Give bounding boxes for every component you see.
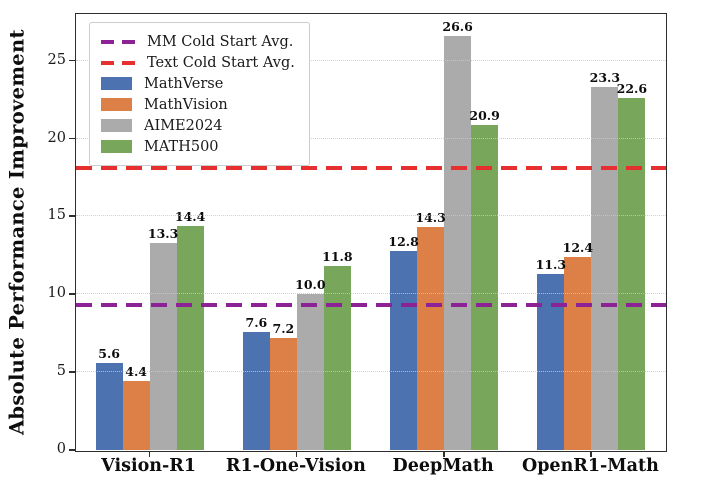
bar-value-label: 13.3: [147, 225, 179, 241]
bar-mathvision-deepmath: [417, 227, 445, 450]
bar-mathverse-openr1-math: [537, 274, 565, 450]
legend: MM Cold Start Avg. Text Cold Start Avg. Ma…: [89, 22, 310, 166]
plot-area: MM Cold Start Avg. Text Cold Start Avg. Ma…: [75, 13, 667, 452]
bar-value-label: 12.8: [388, 233, 419, 249]
y-tick-label: 5: [56, 363, 66, 380]
y-axis-label: Absolute Performance Improvement: [5, 29, 29, 436]
bar-value-label: 11.3: [535, 257, 567, 273]
legend-swatch-icon: [101, 140, 132, 153]
gridline-y-10: [76, 293, 666, 295]
gridline-y-15: [76, 215, 666, 217]
legend-label: MATH500: [144, 138, 219, 155]
y-tick-mark: [69, 137, 75, 140]
x-tick-mark: [590, 452, 592, 457]
bar-math500-deepmath: [471, 124, 499, 450]
legend-label: MathVerse: [144, 75, 224, 92]
bar-mathvision-r1-one-vision: [269, 337, 297, 450]
y-tick-label: 25: [47, 51, 66, 68]
bar-mathverse-vision-r1: [95, 362, 123, 450]
bar-mathvision-vision-r1: [122, 381, 150, 450]
legend-label: MathVision: [144, 96, 228, 113]
x-tick-mark: [443, 452, 445, 457]
bar-value-label: 7.6: [245, 314, 268, 330]
bar-aime2024-vision-r1: [149, 242, 177, 450]
legend-label: MM Cold Start Avg.: [147, 33, 294, 50]
y-tick-mark: [69, 215, 75, 218]
bar-value-label: 5.6: [98, 345, 120, 361]
y-tick-mark: [69, 449, 75, 451]
y-tick-mark: [69, 293, 75, 295]
x-tick-label-openr1-math: OpenR1-Math: [521, 456, 659, 476]
bar-value-label: 26.6: [442, 18, 473, 34]
bar-value-label: 12.4: [562, 239, 594, 255]
y-tick-label: 0: [56, 441, 66, 457]
legend-label: Text Cold Start Avg.: [147, 54, 295, 71]
legend-swatch-icon: [101, 119, 132, 132]
bar-value-label: 23.3: [589, 70, 621, 86]
reference-line-text-cold-start-avg: [76, 166, 666, 171]
x-tick-mark: [295, 452, 298, 457]
y-tick-label: 15: [47, 207, 66, 224]
legend-swatch-icon: [101, 77, 132, 90]
bar-value-label: 22.6: [616, 81, 648, 97]
legend-item-text-cold-start-avg: Text Cold Start Avg.: [101, 52, 295, 73]
bar-aime2024-openr1-math: [591, 87, 619, 450]
legend-item-mathvision: MathVision: [101, 94, 295, 115]
bar-value-label: 14.3: [415, 210, 446, 226]
bar-mathvision-openr1-math: [564, 256, 592, 450]
legend-item-mathverse: MathVerse: [101, 73, 295, 94]
bar-math500-vision-r1: [176, 225, 204, 450]
legend-dash-icon: [101, 39, 135, 44]
legend-item-mm-cold-start-avg: MM Cold Start Avg.: [101, 31, 295, 52]
legend-label: AIME2024: [144, 117, 223, 134]
bar-math500-openr1-math: [618, 98, 646, 450]
legend-item-aime2024: AIME2024: [101, 115, 295, 136]
legend-item-math500: MATH500: [101, 136, 295, 157]
x-tick-mark: [148, 452, 151, 457]
x-tick-label-r1-one-vision: R1-One-Vision: [225, 456, 366, 476]
bar-value-label: 11.8: [322, 249, 353, 265]
bar-mathverse-deepmath: [390, 250, 418, 450]
y-tick-label: 20: [47, 129, 66, 146]
bar-mathverse-r1-one-vision: [242, 331, 270, 450]
legend-swatch-icon: [101, 98, 132, 111]
x-tick-label-vision-r1: Vision-R1: [101, 456, 197, 476]
gridline-y-5: [76, 371, 666, 373]
bar-value-label: 20.9: [469, 107, 500, 123]
bar-aime2024-deepmath: [444, 35, 472, 450]
reference-line-mm-cold-start-avg: [76, 303, 666, 308]
bar-math500-r1-one-vision: [323, 266, 351, 450]
gridline-y-25: [76, 59, 666, 61]
y-tick-mark: [69, 371, 75, 373]
bar-value-label: 10.0: [295, 277, 326, 293]
bar-value-label: 7.2: [272, 320, 295, 336]
legend-dash-icon: [101, 60, 135, 65]
y-tick-label: 10: [47, 285, 66, 302]
y-tick-mark: [69, 59, 75, 62]
gridline-y-20: [76, 137, 666, 139]
x-tick-label-deepmath: DeepMath: [392, 456, 494, 476]
